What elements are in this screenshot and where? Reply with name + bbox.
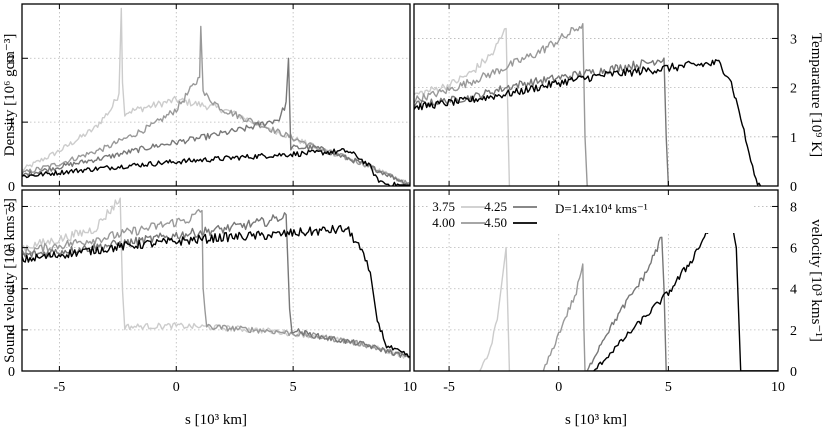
grid <box>22 4 410 186</box>
plot-frame <box>413 189 779 372</box>
series-group <box>22 197 410 359</box>
plot-frame <box>413 3 779 187</box>
series-line-4-00 <box>22 208 410 359</box>
grid <box>22 190 410 371</box>
panel-sound_velocity: 0 2 4 6 8 -5 0 5 10 Sound velocity [10³ kms⁻¹] s [… <box>2 189 417 428</box>
series-line-4-25 <box>586 236 778 371</box>
y-tick-label: 8 <box>8 200 15 215</box>
series-line-4-25 <box>414 57 670 186</box>
y-tick-label: 6 <box>8 242 15 257</box>
y-tick-label: 2 <box>790 324 797 339</box>
legend-label: 4.25 <box>484 199 507 214</box>
series-line-4-50 <box>414 59 762 186</box>
plot-frame <box>21 189 411 372</box>
y-tick-label: 0 <box>790 365 797 380</box>
x-tick-label: 5 <box>665 380 672 395</box>
y-axis-label: Sound velocity [10³ kms⁻¹] <box>2 198 18 363</box>
grid <box>414 4 778 186</box>
y-tick-label: 1 <box>790 131 797 146</box>
legend-note: D=1.4x10⁴ kms⁻¹ <box>555 201 648 216</box>
y-tick-label: 4 <box>790 283 797 298</box>
series-line-4-00 <box>22 25 410 186</box>
x-tick-label: -5 <box>443 380 455 395</box>
plot-frame <box>21 3 411 187</box>
y-tick-label: 0 <box>790 180 797 195</box>
y-tick-label: 6 <box>790 242 797 257</box>
x-tick-label: 0 <box>555 380 562 395</box>
y-tick-label: 3 <box>790 32 797 47</box>
legend-background <box>430 195 752 233</box>
y-tick-label: 2 <box>8 52 15 67</box>
x-tick-label: 10 <box>403 380 417 395</box>
x-axis-label: s [10³ km] <box>565 412 627 428</box>
y-tick-label: 1 <box>8 116 15 131</box>
y-tick-label: 4 <box>8 283 15 298</box>
x-tick-label: 5 <box>290 380 297 395</box>
x-tick-label: 10 <box>771 380 785 395</box>
legend: 3.754.00 4.254.50 D=1.4x10⁴ kms⁻¹ <box>430 195 752 233</box>
series-line-3-75 <box>479 246 778 371</box>
series-line-4-25 <box>22 212 410 359</box>
x-tick-label: 0 <box>173 380 180 395</box>
y-tick-label: 0 <box>8 365 15 380</box>
legend-label: 4.50 <box>484 215 507 230</box>
y-axis-label: velocity [10³ kms⁻¹] <box>808 219 824 342</box>
series-line-3-75 <box>22 197 410 359</box>
y-tick-label: 8 <box>790 200 797 215</box>
y-axis-label: Density [10⁶ gcm⁻³] <box>2 34 18 157</box>
legend-label: 3.75 <box>432 199 455 214</box>
series-group <box>22 7 410 186</box>
series-line-4-50 <box>593 200 778 371</box>
series-line-4-50 <box>22 224 410 358</box>
series-line-4-00 <box>542 263 778 371</box>
series-line-4-50 <box>22 148 410 186</box>
series-line-4-00 <box>414 23 588 186</box>
y-axis-label: Temparature [10⁹ K] <box>808 33 824 157</box>
legend-label: 4.00 <box>432 215 455 230</box>
y-tick-label: 2 <box>790 82 797 97</box>
y-tick-label: 0 <box>8 180 15 195</box>
series-group <box>414 23 762 186</box>
series-line-3-75 <box>22 7 410 186</box>
y-tick-label: 2 <box>8 324 15 339</box>
series-line-4-25 <box>22 57 410 186</box>
x-tick-label: -5 <box>54 380 66 395</box>
series-line-3-75 <box>414 27 511 186</box>
panel-temperature: 0 1 2 3 Temparature [10⁹ K] <box>413 3 824 195</box>
series-group <box>479 200 778 371</box>
x-axis-label: s [10³ km] <box>185 412 247 428</box>
